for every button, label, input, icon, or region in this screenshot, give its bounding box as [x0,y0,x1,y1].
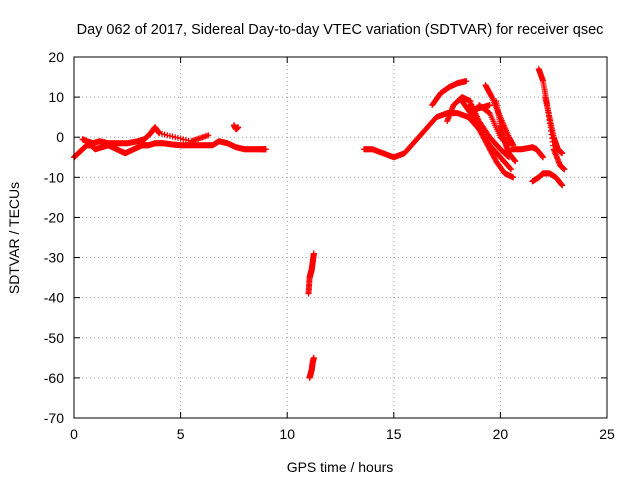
data-point [559,150,566,157]
y-tick-label: -20 [44,209,64,225]
data-point [540,154,547,161]
series-connector-track [465,102,493,113]
series-gap-upper [305,250,317,297]
series-falling-track-G [493,98,519,165]
data-point [512,158,519,165]
x-tick-label: 20 [493,426,509,442]
data-point [174,134,181,141]
data-point [310,250,317,257]
chart-title: Day 062 of 2017, Sidereal Day-to-day VTE… [77,22,604,38]
x-tick-label: 10 [279,426,295,442]
series-rising-track-A [429,78,470,109]
x-tick-label: 0 [70,426,78,442]
data-points [71,66,568,381]
data-point [508,166,515,173]
y-axis-label: SDTVAR / TECUs [6,182,22,294]
series-late-flat [508,144,547,161]
data-point [486,102,493,109]
data-point [182,136,189,143]
y-tick-label: 10 [48,89,64,105]
x-tick-label: 5 [177,426,185,442]
grid [74,57,607,418]
x-tick-label: 25 [599,426,615,442]
series-gap-lower [306,354,317,381]
series-morning-outlier [230,122,242,133]
series-rising-track-B [444,94,474,125]
data-point [262,146,269,153]
x-axis-label: GPS time / hours [287,459,394,475]
series-late-tail [529,170,566,189]
data-point [158,130,165,137]
data-point [161,131,168,138]
y-tick-label: -50 [44,330,64,346]
data-point [156,130,163,137]
y-tick-label: -30 [44,250,64,266]
ticks: 0 5 10 15 20 25 -70 -60 -50 -40 -30 -20 -10 0 10 20 [44,49,615,442]
y-tick-label: -70 [44,410,64,426]
y-tick-label: 20 [48,49,64,65]
data-point [235,124,242,131]
data-point [510,174,517,181]
series-steep-track-I [542,94,566,157]
data-point [463,78,470,85]
data-point [559,182,566,189]
data-point [507,165,514,172]
data-point [310,354,317,361]
y-tick-label: -60 [44,370,64,386]
data-point [205,132,212,139]
y-tick-label: 0 [56,129,64,145]
data-point [164,132,171,139]
series-morning-arc [71,138,269,161]
x-tick-label: 15 [386,426,402,442]
data-point [172,134,179,141]
data-point [180,136,187,143]
data-point [561,166,568,173]
y-tick-label: -40 [44,290,64,306]
data-point [166,132,173,139]
y-tick-label: -10 [44,169,64,185]
series-morning-upper [79,124,212,147]
data-point [177,135,184,142]
data-point [169,133,176,140]
plot-frame [73,56,608,419]
